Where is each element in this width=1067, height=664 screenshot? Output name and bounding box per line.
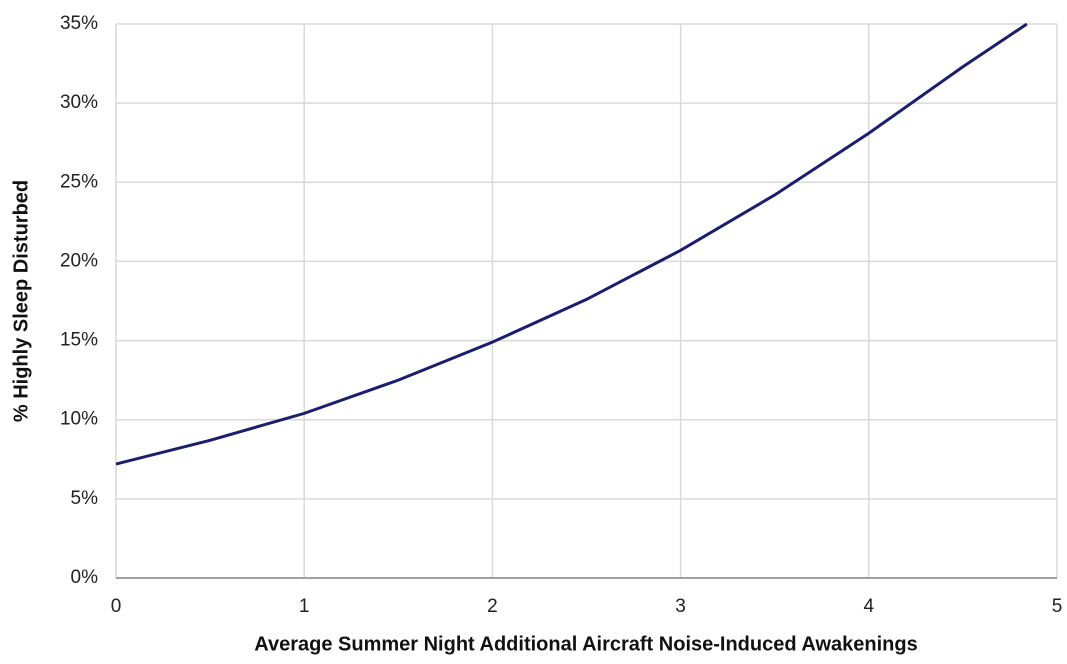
y-tick-label: 5% [71, 488, 99, 509]
y-tick-label: 15% [60, 330, 98, 351]
x-axis-title: Average Summer Night Additional Aircraft… [254, 633, 917, 655]
data-line [115, 22, 1028, 466]
y-axis-title: % Highly Sleep Disturbed [10, 180, 32, 422]
y-tick-label: 20% [60, 250, 98, 271]
y-tick-label: 10% [60, 409, 98, 430]
y-tick-label: 35% [60, 13, 98, 34]
y-tick-label: 25% [60, 171, 98, 192]
x-tick-label: 5 [1052, 596, 1063, 617]
y-tick-label: 30% [60, 92, 98, 113]
x-tick-label: 4 [864, 596, 875, 617]
x-tick-label: 3 [675, 596, 686, 617]
x-tick-label: 2 [487, 596, 498, 617]
y-tick-label: 0% [71, 567, 99, 588]
x-tick-label: 1 [299, 596, 310, 617]
x-tick-label: 0 [111, 596, 122, 617]
